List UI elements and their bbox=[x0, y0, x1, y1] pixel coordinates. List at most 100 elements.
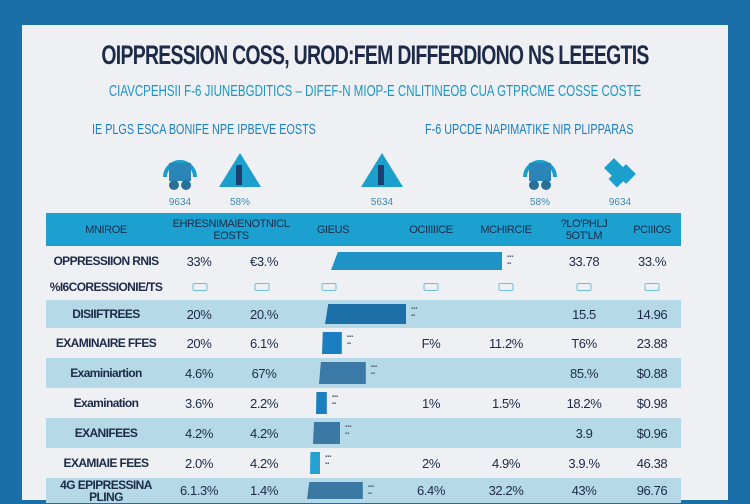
bar bbox=[331, 252, 502, 270]
row-label: 4G EPIPRESSINA PLING bbox=[60, 477, 152, 504]
bar bbox=[322, 332, 342, 354]
subtitle: CIAVCPEHSII F-6 JIUNEBGDITICS – DIFEF-N … bbox=[108, 83, 642, 100]
table-row: EXANIFEES 4.2% 4.2% ▪▪▪ ▪▪ 3.9 $0.96 bbox=[46, 418, 681, 448]
column-header[interactable]: OCIIIIICE bbox=[409, 223, 453, 236]
row-label: EXANIFEES bbox=[74, 426, 138, 440]
cell-c7: 23.88 bbox=[636, 335, 668, 351]
bar bbox=[307, 482, 363, 499]
cell-c5: 4.9% bbox=[491, 455, 521, 471]
column-header[interactable]: MNIROE bbox=[85, 223, 127, 236]
table-row: DISIIFTREES 20% 20.% ▪▪▪ ▪▪ 15.5 14.96 bbox=[46, 300, 681, 328]
cell-c4: 1% bbox=[422, 395, 440, 411]
cell-c7: 14.96 bbox=[636, 306, 668, 322]
column-header[interactable]: PCIIIOS bbox=[633, 223, 671, 236]
cell-c7: 33.% bbox=[637, 253, 667, 269]
cell-c5 bbox=[468, 300, 544, 328]
bar-caption: ▪▪▪ ▪▪ bbox=[331, 394, 339, 407]
column-header[interactable]: GIEUS bbox=[316, 223, 350, 236]
cell-c1: 4.2% bbox=[184, 425, 214, 441]
column-header[interactable]: EHRESNIMAIENOTNICL EOSTS bbox=[172, 217, 290, 242]
checkbox[interactable] bbox=[498, 283, 514, 291]
infographic-panel: OIPPRESSION COSS, UROD:FEM DIFFERDIONO N… bbox=[22, 25, 728, 503]
cell-c5: 32.2% bbox=[488, 483, 524, 498]
bar bbox=[313, 422, 340, 444]
table-row: Examination 3.6% 2.2% ▪▪▪ ▪▪ 1% 1.5% 18.2% $0.98 bbox=[46, 388, 681, 418]
cell-c6: T6% bbox=[571, 335, 597, 351]
checkbox[interactable] bbox=[423, 283, 439, 291]
cell-c1: 4.6% bbox=[184, 365, 214, 381]
cell-c1: 20% bbox=[186, 335, 212, 351]
cell-c7: 46.38 bbox=[636, 455, 668, 471]
cell-c5 bbox=[468, 248, 544, 274]
cell-c5 bbox=[468, 418, 544, 448]
table-row: 4G EPIPRESSINA PLING 6.1.3% 1.4% ▪▪▪ ▪▪ 6.4% 3… bbox=[46, 478, 681, 503]
bar-caption: ▪▪▪ ▪▪ bbox=[411, 306, 418, 319]
checkbox[interactable] bbox=[254, 283, 270, 291]
checkbox[interactable] bbox=[321, 283, 337, 291]
cell-c5: 11.2% bbox=[489, 335, 523, 351]
cell-c4 bbox=[398, 358, 464, 388]
page-title: OIPPRESSION COSS, UROD:FEM DIFFERDIONO N… bbox=[101, 40, 649, 70]
cell-c2: 67% bbox=[251, 365, 277, 381]
cell-c6: 15.5 bbox=[572, 306, 596, 322]
checkbox[interactable] bbox=[192, 283, 208, 291]
table-row: %I6CORESSIONIE/TS bbox=[46, 276, 681, 298]
cell-c6: 3.9 bbox=[575, 425, 593, 441]
cell-c2: 4.2% bbox=[249, 425, 279, 441]
cell-c7: $0.98 bbox=[636, 395, 668, 411]
bar bbox=[316, 392, 327, 414]
section-heading-right: F-6 UPCDE NAPIMATIKE NIR PLIPPARAS bbox=[425, 121, 634, 138]
cell-c4 bbox=[398, 248, 464, 274]
headphones-cart-icon bbox=[157, 153, 203, 193]
checkbox[interactable] bbox=[576, 283, 592, 291]
cell-c6: 85.% bbox=[569, 365, 599, 381]
cell-c6: 3.9.% bbox=[568, 455, 600, 471]
icon-percent: 9634 bbox=[168, 197, 192, 208]
table-row: Examiniartion 4.6% 67% ▪▪▪ ▪▪ 85.% $0.88 bbox=[46, 358, 681, 388]
row-label: EXAMINAIRE FFES bbox=[55, 336, 157, 350]
cell-c4 bbox=[398, 300, 464, 328]
section-heading-left: IE PLGS ESCA BONIFE NPE IPBEVE EOSTS bbox=[92, 121, 316, 138]
bar-caption: ▪▪▪ ▪▪ bbox=[367, 484, 375, 497]
building-icon bbox=[217, 153, 263, 193]
icon-percent: 5634 bbox=[370, 197, 394, 208]
cell-c2: 1.4% bbox=[249, 483, 279, 498]
icon-percent: 9634 bbox=[608, 197, 632, 208]
cell-c1: 3.6% bbox=[184, 395, 214, 411]
bar-caption: ▪▪▪ ▪▪ bbox=[346, 334, 354, 347]
headphones-cart-icon bbox=[517, 153, 563, 193]
row-label: %I6CORESSIONIE/TS bbox=[49, 280, 163, 294]
bar bbox=[310, 452, 320, 474]
cell-c6: 18.2% bbox=[566, 395, 602, 411]
table-row: EXAMIAIE FEES 2.0% 4.2% ▪▪▪ ▪▪ 2% 4.9% 3.9.% 46.… bbox=[46, 448, 681, 478]
cell-c2: 2.2% bbox=[249, 395, 279, 411]
cell-c6: 43% bbox=[571, 483, 597, 498]
cell-c4: 2% bbox=[422, 455, 440, 471]
table-row: OPPRESSIION RNIS 33% €3.% ▪▪▪ ▪▪ 33.78 33.% bbox=[46, 248, 681, 274]
row-label: EXAMIAIE FEES bbox=[63, 456, 149, 470]
cell-c1: 2.0% bbox=[184, 455, 214, 471]
cell-c7: $0.88 bbox=[636, 365, 668, 381]
cell-c6: 33.78 bbox=[568, 253, 600, 269]
building-icon bbox=[359, 153, 405, 193]
cell-c2: 4.2% bbox=[249, 455, 279, 471]
cell-c7: $0.96 bbox=[636, 425, 668, 441]
cell-c2: 6.1% bbox=[249, 335, 279, 351]
table-row: EXAMINAIRE FFES 20% 6.1% ▪▪▪ ▪▪ F% 11.2% T6% 23.… bbox=[46, 328, 681, 358]
column-header[interactable]: MCHIRCIE bbox=[480, 223, 532, 236]
row-label: Examination bbox=[73, 396, 139, 410]
checkbox[interactable] bbox=[644, 283, 660, 291]
cell-c1: 6.1.3% bbox=[179, 483, 219, 498]
cell-c1: 33% bbox=[186, 253, 212, 269]
cell-c4: 6.4% bbox=[416, 483, 446, 498]
cell-c4: F% bbox=[421, 335, 441, 351]
bar-caption: ▪▪▪ ▪▪ bbox=[370, 364, 378, 377]
table-header: MNIROE EHRESNIMAIENOTNICL EOSTS GIEUS OCIII… bbox=[46, 213, 681, 246]
puzzle-icon bbox=[597, 153, 643, 193]
cell-c5: 1.5% bbox=[491, 395, 521, 411]
row-label: OPPRESSIION RNIS bbox=[53, 254, 159, 268]
icon-percent: 58% bbox=[229, 197, 250, 208]
bar-caption: ▪▪▪ ▪▪ bbox=[507, 254, 514, 267]
column-header[interactable]: ?LO'PHLJ 5OT'LM bbox=[560, 217, 608, 242]
cell-c7: 96.76 bbox=[636, 483, 668, 498]
